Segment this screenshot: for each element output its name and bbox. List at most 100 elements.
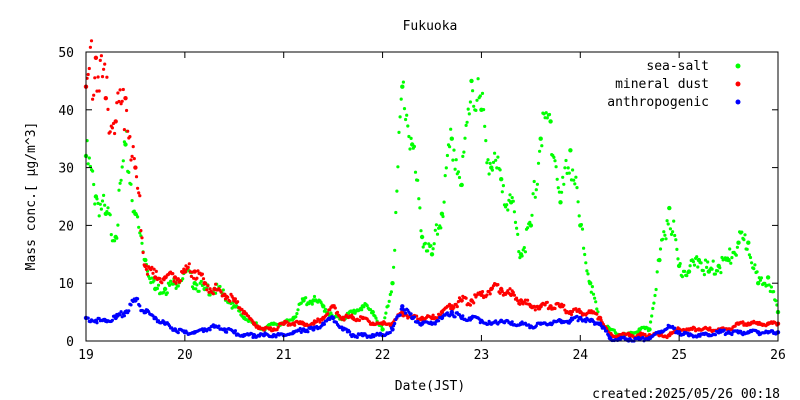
data-point-fill [233, 329, 237, 333]
data-point [419, 234, 425, 240]
data-point-fill [490, 168, 494, 172]
data-point [103, 96, 109, 101]
data-point-fill [310, 302, 314, 306]
data-point-fill [298, 326, 302, 331]
data-point-fill [506, 208, 510, 212]
data-point-fill [713, 333, 718, 337]
data-point-fill [536, 161, 541, 165]
data-point-fill [393, 248, 397, 252]
data-point-fill [666, 222, 670, 226]
data-point-fill [713, 272, 718, 276]
data-point-fill [574, 175, 578, 179]
data-point-fill [110, 126, 114, 130]
data-point-fill [572, 178, 576, 182]
data-point-fill [685, 274, 689, 278]
data-point-fill [545, 116, 549, 120]
data-point-fill [100, 199, 105, 203]
data-point-fill [540, 144, 544, 148]
data-point-fill [482, 108, 486, 112]
data-point-fill [553, 159, 557, 163]
x-tick-label: 26 [770, 348, 786, 363]
data-point [390, 281, 395, 286]
data-point [182, 269, 188, 274]
data-point-fill [442, 200, 446, 204]
data-point-fill [130, 154, 134, 158]
data-point-fill [96, 75, 100, 79]
data-point-fill [115, 236, 119, 240]
data-point-fill [98, 202, 102, 206]
data-point-fill [577, 214, 581, 218]
data-point-fill [131, 145, 135, 149]
data-point-fill [431, 313, 435, 317]
data-point-fill [653, 293, 657, 298]
data-point-fill [105, 210, 109, 214]
data-point-fill [735, 245, 740, 249]
data-point-fill [404, 117, 408, 122]
data-point-fill [405, 113, 409, 117]
data-point-fill [257, 334, 262, 338]
data-point-fill [496, 283, 500, 287]
data-point-fill [526, 226, 530, 230]
data-point-fill [699, 261, 703, 265]
data-point-fill [129, 303, 133, 307]
data-point-fill [534, 324, 538, 328]
data-point-fill [355, 335, 359, 339]
data-point-fill [745, 247, 749, 251]
data-point-fill [769, 285, 774, 289]
data-point [657, 257, 662, 263]
data-point [400, 84, 405, 89]
data-point-fill [665, 219, 669, 223]
data-point-fill [119, 178, 123, 182]
data-point-fill [579, 223, 584, 227]
data-point [390, 327, 395, 332]
data-point-fill [418, 206, 422, 210]
data-point-fill [326, 312, 330, 316]
x-tick-label: 22 [375, 348, 391, 363]
data-point-fill [205, 288, 209, 292]
data-point-fill [575, 314, 579, 318]
data-point-fill [299, 301, 303, 305]
data-point-fill [395, 189, 399, 193]
data-point-fill [500, 190, 504, 194]
data-point [449, 136, 454, 141]
data-point [548, 304, 553, 309]
data-point-fill [574, 307, 578, 311]
data-point-fill [468, 303, 472, 307]
data-point-fill [433, 228, 437, 232]
data-point-fill [457, 175, 462, 180]
data-point-fill [233, 297, 237, 301]
legend-swatch [735, 81, 741, 87]
data-point-fill [423, 241, 427, 245]
data-point-fill [95, 197, 99, 201]
data-point-fill [136, 215, 140, 219]
y-tick-label: 30 [58, 162, 74, 177]
data-point-fill [533, 308, 537, 312]
data-point-fill [452, 148, 456, 152]
data-point-fill [431, 247, 435, 251]
data-point-fill [692, 263, 697, 267]
data-point-fill [590, 285, 595, 289]
data-point-fill [409, 136, 413, 140]
data-point-fill [322, 322, 326, 326]
data-point-fill [312, 294, 317, 299]
data-point-fill [533, 195, 537, 199]
data-point-fill [155, 286, 159, 291]
data-point-fill [706, 260, 710, 264]
data-point-fill [688, 264, 692, 268]
data-point-fill [132, 157, 136, 161]
data-point-fill [413, 170, 418, 174]
data-point-fill [512, 293, 517, 297]
data-point-fill [118, 88, 122, 92]
data-point-fill [464, 123, 468, 127]
data-point-fill [683, 269, 687, 273]
data-point-fill [374, 316, 378, 320]
data-point-fill [476, 77, 480, 81]
data-point-fill [421, 245, 425, 249]
data-point-fill [118, 181, 122, 185]
data-point-fill [412, 144, 416, 149]
data-point-fill [464, 296, 468, 300]
y-tick-label: 0 [66, 335, 74, 350]
data-point-fill [129, 158, 133, 162]
data-point-fill [117, 188, 121, 192]
data-point-fill [144, 267, 148, 271]
